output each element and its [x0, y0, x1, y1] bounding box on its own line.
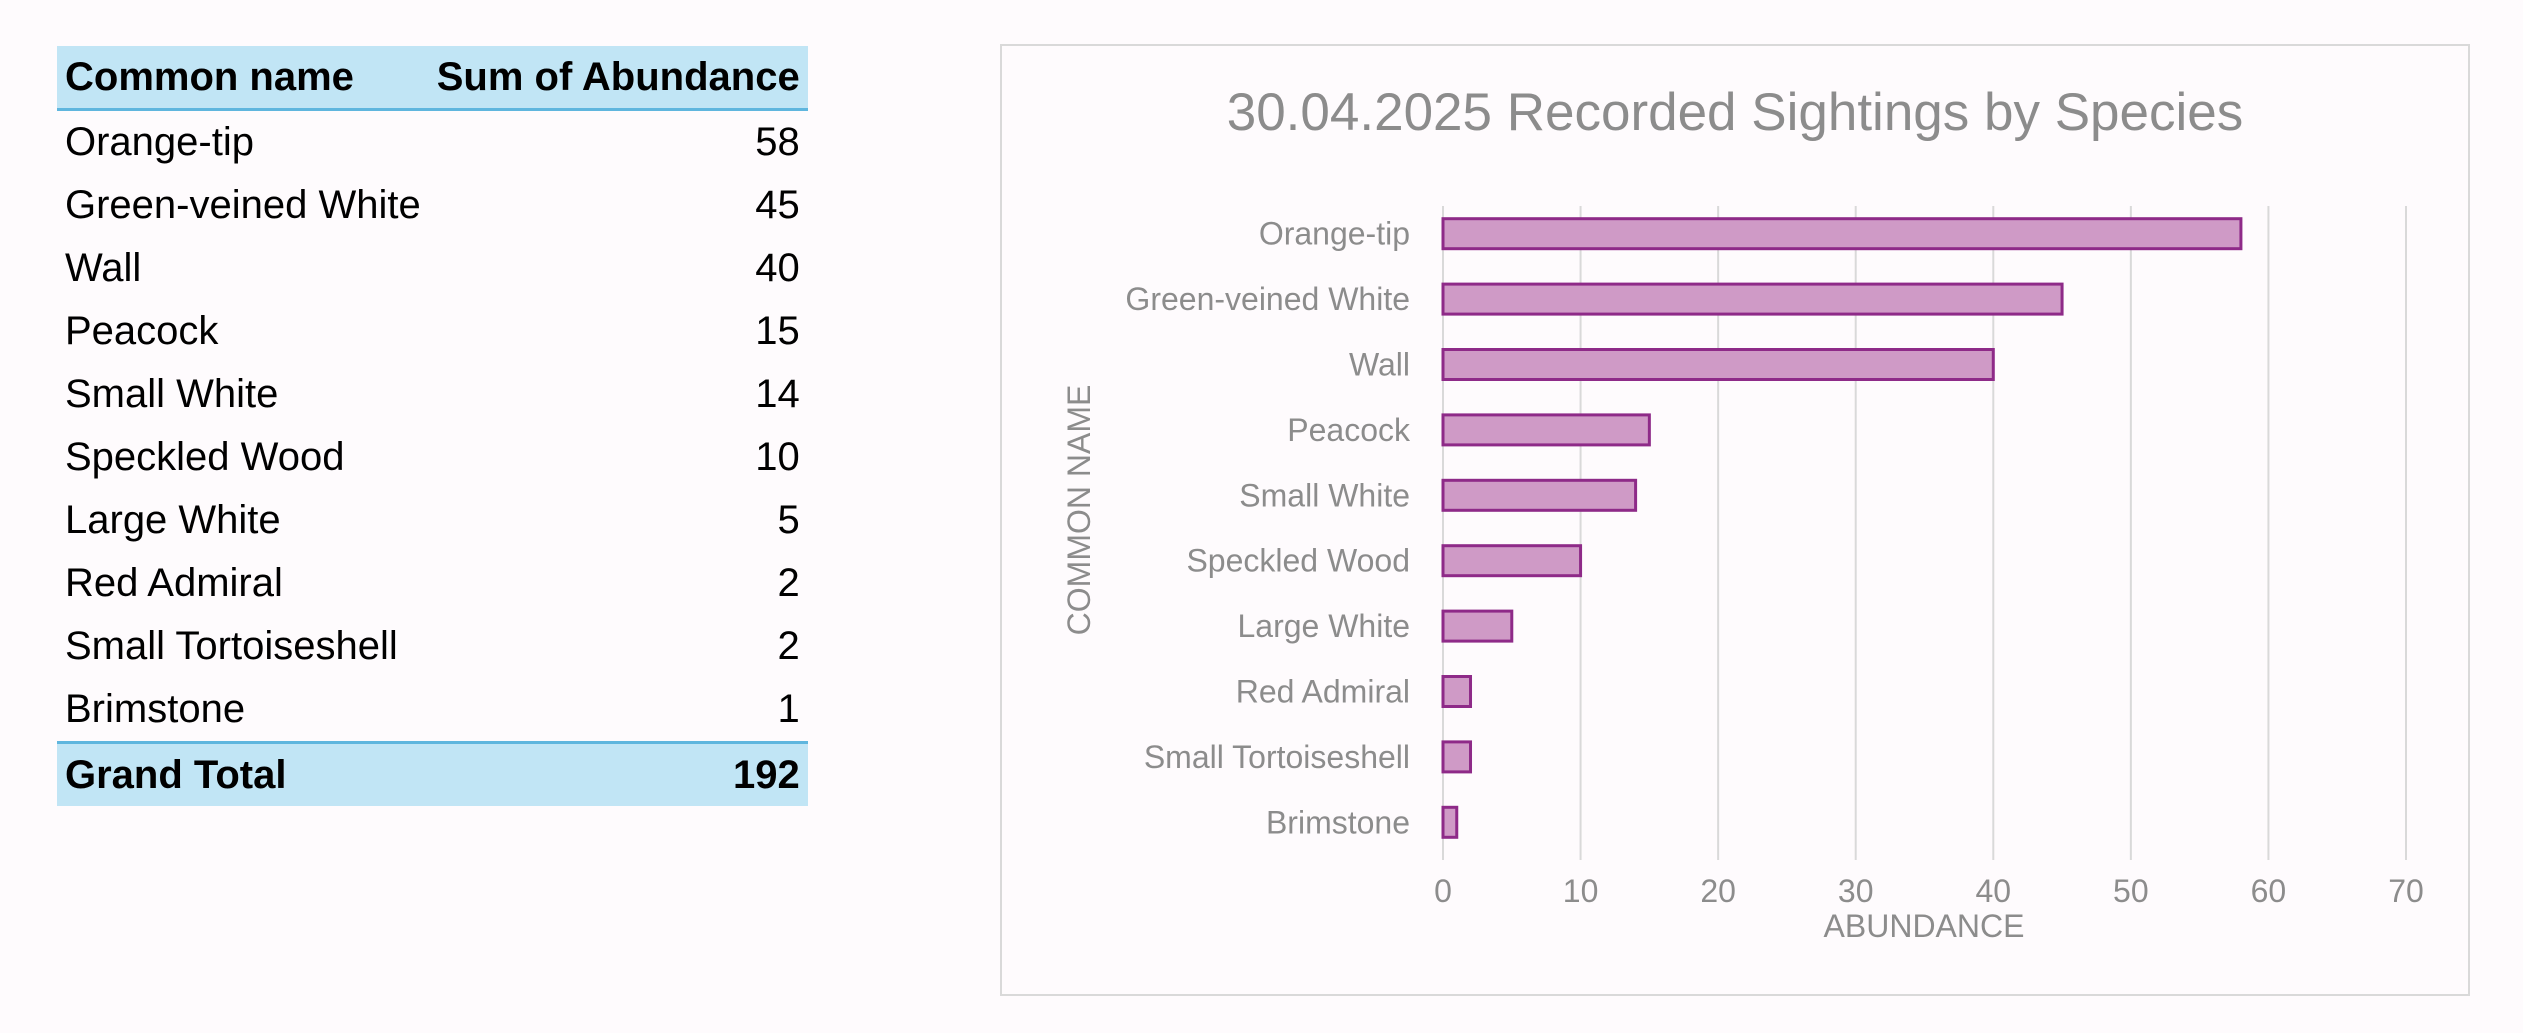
bar[interactable]	[1441, 609, 1514, 643]
bar[interactable]	[1441, 348, 1995, 381]
row-common-name[interactable]: Orange-tip	[65, 120, 254, 164]
y-axis-title: COMMON NAME	[1061, 385, 1097, 636]
table-row: Small Tortoiseshell 2	[57, 615, 808, 678]
category-label: Orange-tip	[1259, 216, 1410, 252]
bar-chart: Orange-tip Green-veined White Wall Peacock S…	[1061, 206, 2424, 944]
category-label: Small Tortoiseshell	[1144, 739, 1410, 775]
table-row: Red Admiral 2	[57, 552, 808, 615]
grand-total-label[interactable]: Grand Total	[65, 752, 287, 797]
chart-panel[interactable]: 30.04.2025 Recorded Sightings by Species…	[1000, 44, 2470, 996]
x-tick-label: 60	[2251, 873, 2287, 909]
row-common-name[interactable]: Speckled Wood	[65, 435, 345, 479]
row-common-name[interactable]: Small Tortoiseshell	[65, 624, 398, 668]
table-row: Orange-tip 58	[57, 110, 808, 175]
row-abundance[interactable]: 58	[755, 120, 800, 164]
category-label: Red Admiral	[1236, 674, 1410, 710]
table-row: Large White 5	[57, 489, 808, 552]
pivot-table: Common name Sum of Abundance Orange-tip 5…	[57, 46, 808, 806]
category-labels: Orange-tip Green-veined White Wall Peacock S…	[1125, 216, 1411, 841]
table-row: Brimstone 1	[57, 678, 808, 743]
x-tick-labels: 0 10 20 30 40 50 60 70	[1434, 873, 2424, 909]
bar[interactable]	[1441, 413, 1651, 447]
table-row: Peacock 15	[57, 300, 808, 363]
x-tick-label: 40	[1975, 873, 2011, 909]
bar[interactable]	[1441, 544, 1583, 578]
category-label: Large White	[1237, 608, 1410, 644]
row-abundance[interactable]: 10	[755, 435, 800, 479]
grand-total-value[interactable]: 192	[732, 752, 800, 797]
pivot-body: Orange-tip 58 Green-veined White 45 Wall 40 Pe…	[57, 110, 808, 743]
x-tick-label: 0	[1434, 873, 1452, 909]
x-tick-label: 20	[1700, 873, 1736, 909]
header-sum-of-abundance[interactable]: Sum of Abundance	[436, 54, 800, 99]
row-abundance[interactable]: 2	[777, 624, 800, 668]
row-common-name[interactable]: Brimstone	[65, 687, 246, 731]
row-abundance[interactable]: 45	[755, 183, 800, 227]
bars	[1441, 217, 2243, 839]
chart-title: 30.04.2025 Recorded Sightings by Species	[1226, 83, 2244, 142]
bar[interactable]	[1441, 282, 2064, 316]
x-tick-label: 30	[1838, 873, 1874, 909]
row-abundance[interactable]: 40	[755, 246, 800, 290]
category-label: Brimstone	[1266, 804, 1410, 840]
row-abundance[interactable]: 2	[777, 561, 800, 605]
category-label: Peacock	[1287, 412, 1411, 448]
category-label: Speckled Wood	[1186, 543, 1410, 579]
row-abundance[interactable]: 14	[755, 372, 800, 416]
row-common-name[interactable]: Small White	[65, 372, 279, 416]
header-common-name[interactable]: Common name	[65, 54, 354, 99]
bar[interactable]	[1441, 478, 1638, 512]
x-tick-label: 70	[2388, 873, 2424, 909]
category-label: Wall	[1349, 347, 1410, 383]
table-row: Wall 40	[57, 237, 808, 300]
row-common-name[interactable]: Wall	[65, 246, 142, 290]
x-axis-title: ABUNDANCE	[1824, 908, 2025, 944]
row-common-name[interactable]: Green-veined White	[65, 183, 421, 227]
category-label: Green-veined White	[1125, 281, 1410, 317]
row-common-name[interactable]: Red Admiral	[65, 561, 283, 605]
category-label: Small White	[1239, 477, 1410, 513]
row-common-name[interactable]: Peacock	[65, 309, 219, 353]
row-common-name[interactable]: Large White	[65, 498, 281, 542]
bar[interactable]	[1441, 805, 1459, 839]
row-abundance[interactable]: 15	[755, 309, 800, 353]
bar[interactable]	[1441, 740, 1473, 774]
table-row: Small White 14	[57, 363, 808, 426]
bar[interactable]	[1441, 675, 1473, 708]
row-abundance[interactable]: 1	[777, 687, 800, 731]
pivot-header-row: Common name Sum of Abundance	[57, 46, 808, 110]
table-row: Speckled Wood 10	[57, 426, 808, 489]
x-tick-label: 50	[2113, 873, 2149, 909]
x-tick-label: 10	[1563, 873, 1599, 909]
bar[interactable]	[1441, 217, 2243, 251]
table-row: Green-veined White 45	[57, 174, 808, 237]
grand-total-row: Grand Total 192	[57, 742, 808, 806]
row-abundance[interactable]: 5	[777, 498, 800, 542]
